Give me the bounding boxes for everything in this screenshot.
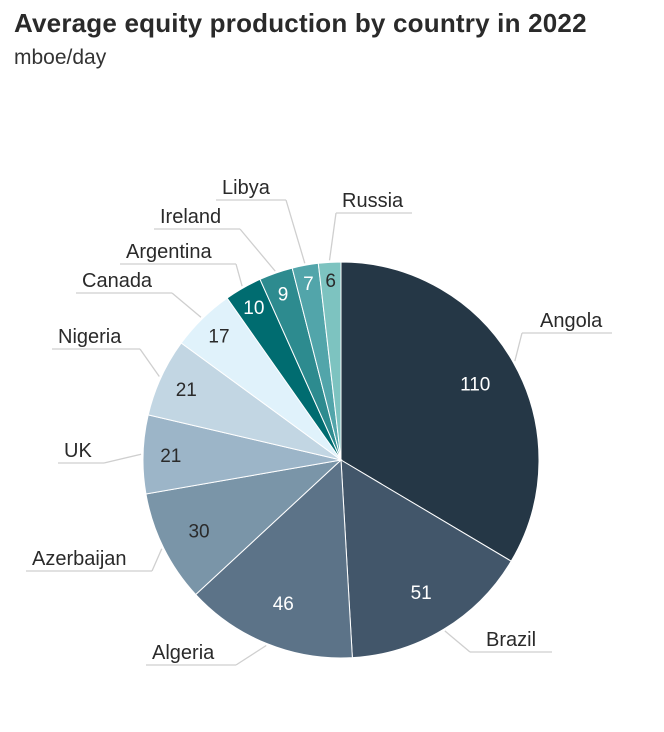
slice-label-argentina: Argentina (126, 241, 212, 263)
slice-value-algeria: 46 (273, 594, 294, 615)
slice-value-azerbaijan: 30 (188, 521, 209, 542)
chart-title: Average equity production by country in … (14, 8, 587, 38)
pie-slice-angola (340, 261, 540, 562)
leader-line-argentina (235, 263, 243, 287)
leader-line-libya (285, 199, 306, 264)
leader-line-uk (103, 453, 142, 464)
leader-line-brazil (444, 630, 471, 653)
slice-value-libya: 7 (303, 274, 314, 295)
pie-slice-brazil (340, 459, 512, 659)
leader-line-russia (328, 212, 337, 261)
slice-value-brazil: 51 (411, 583, 432, 604)
leader-line-nigeria (139, 348, 160, 377)
slice-value-angola: 110 (460, 375, 490, 396)
slice-label-uk: UK (64, 440, 92, 462)
leader-line-canada (171, 292, 202, 318)
pie-slice-azerbaijan (145, 459, 343, 596)
slice-value-uk: 21 (160, 446, 181, 467)
slice-label-nigeria: Nigeria (58, 326, 122, 348)
slice-value-argentina: 10 (243, 298, 264, 319)
slice-label-libya: Libya (222, 177, 271, 199)
pie-slice-russia (317, 261, 342, 461)
slice-value-ireland: 9 (278, 285, 289, 306)
slice-label-brazil: Brazil (486, 629, 536, 651)
slice-label-algeria: Algeria (152, 642, 215, 664)
leader-line-ireland (239, 228, 276, 272)
leader-line-algeria (235, 644, 267, 666)
pie-slice-algeria (195, 458, 353, 659)
slice-label-ireland: Ireland (160, 206, 221, 228)
slice-label-angola: Angola (540, 310, 603, 332)
slice-value-nigeria: 21 (176, 380, 197, 401)
slice-label-azerbaijan: Azerbaijan (32, 548, 127, 570)
leader-line-azerbaijan (151, 548, 163, 572)
leader-line-angola (514, 332, 523, 362)
slice-label-russia: Russia (342, 190, 404, 212)
slice-value-canada: 17 (208, 327, 229, 348)
slice-label-canada: Canada (82, 270, 153, 292)
slice-value-russia: 6 (325, 271, 336, 292)
chart-subtitle: mboe/day (14, 46, 107, 69)
